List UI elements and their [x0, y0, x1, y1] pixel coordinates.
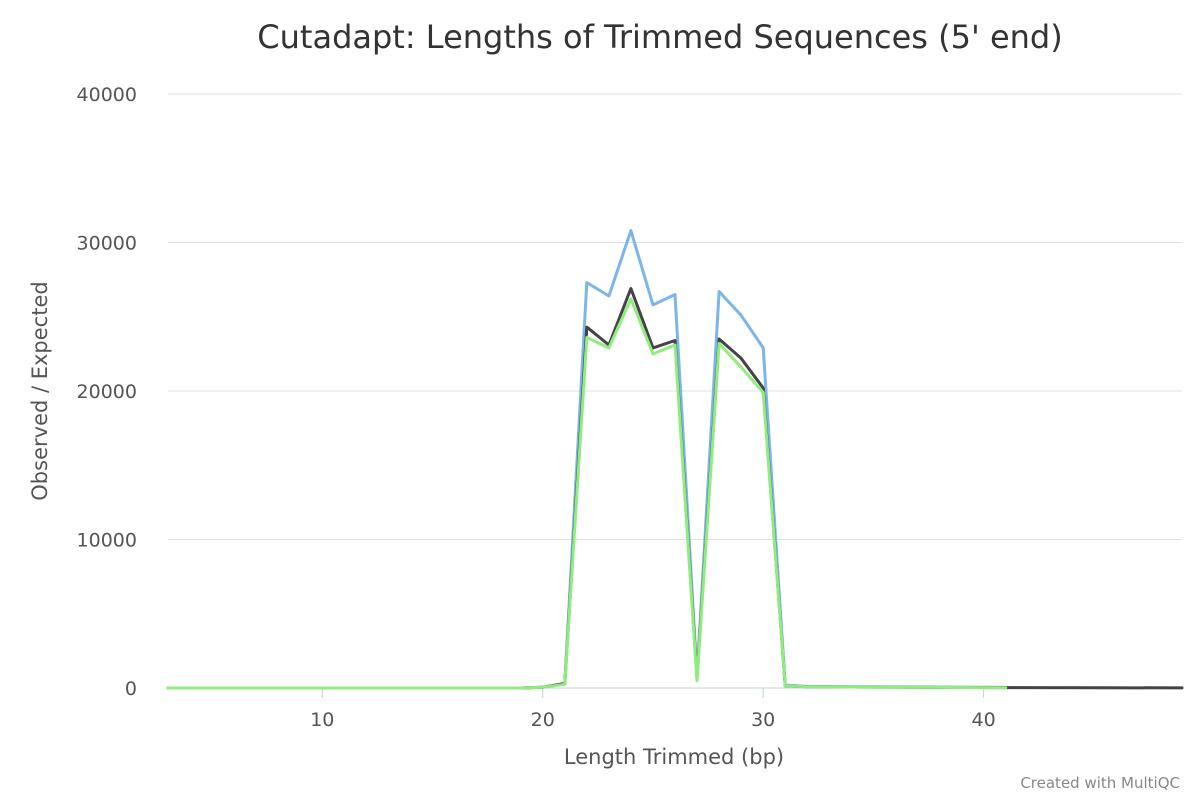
- y-axis: 0 10000 20000 30000 40000: [77, 84, 137, 700]
- x-tick-label: 20: [531, 709, 555, 731]
- y-tick-label: 40000: [77, 84, 137, 106]
- x-tick-label: 30: [751, 709, 775, 731]
- grid: [168, 93, 1182, 540]
- series-line-1[interactable]: [166, 229, 1008, 690]
- series-line-3[interactable]: [166, 297, 1008, 690]
- y-tick-label: 30000: [77, 233, 137, 255]
- credit-text[interactable]: Created with MultiQC: [1020, 774, 1180, 792]
- x-tick-label: 10: [310, 709, 334, 731]
- chart-title: Cutadapt: Lengths of Trimmed Sequences (…: [257, 18, 1062, 56]
- y-tick-label: 10000: [77, 530, 137, 552]
- y-tick-label: 0: [125, 678, 137, 700]
- x-tick-label: 40: [972, 709, 996, 731]
- x-axis-title: Length Trimmed (bp): [564, 745, 784, 769]
- plot-area[interactable]: [166, 229, 1184, 690]
- y-axis-title: Observed / Expected: [28, 281, 52, 500]
- x-axis: 10 20 30 40: [310, 688, 996, 731]
- y-tick-label: 20000: [77, 381, 137, 403]
